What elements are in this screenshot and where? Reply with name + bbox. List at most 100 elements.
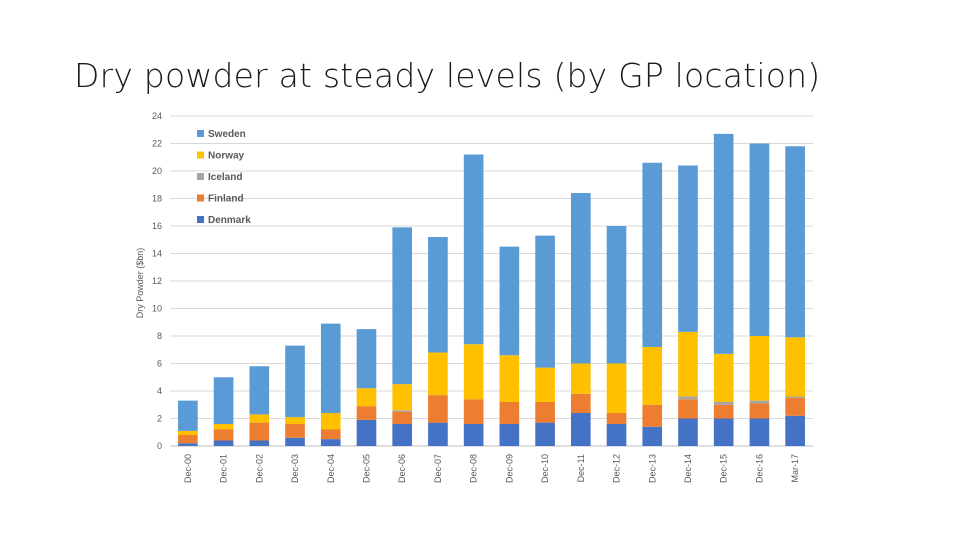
bar-segment-sweden	[785, 146, 805, 338]
bar-segment-iceland	[678, 396, 698, 400]
x-tick-label: Dec-16	[754, 454, 764, 483]
bar-segment-denmark	[535, 422, 555, 446]
x-tick-label: Dec-15	[719, 454, 729, 483]
bar-segment-norway	[249, 414, 270, 423]
legend-swatch	[197, 194, 204, 202]
slide-title: Dry powder at steady levels (by GP locat…	[74, 56, 821, 95]
legend-label: Iceland	[208, 172, 242, 183]
legend: Sweden Norway Iceland Finland Denmark	[197, 129, 251, 226]
bar-segment-finland	[535, 402, 555, 423]
bar-segment-denmark	[749, 418, 770, 446]
bar-segment-sweden	[642, 162, 663, 347]
bar-segment-denmark	[785, 415, 805, 446]
bar-segment-iceland	[749, 400, 770, 404]
y-tick-label: 6	[157, 359, 162, 369]
legend-label: Finland	[208, 194, 244, 205]
bar-segment-sweden	[428, 237, 448, 353]
bar-segment-norway	[285, 417, 305, 424]
x-axis-ticks: Dec-00 Dec-01 Dec-02 Dec-03 Dec-04 Dec-05 Dec-…	[183, 454, 800, 483]
bar-segment-finland	[785, 397, 805, 416]
bar-segment-norway	[749, 336, 770, 401]
bar-segment-norway	[178, 430, 198, 435]
bar-segment-finland	[392, 411, 413, 424]
bar-segment-norway	[678, 331, 698, 397]
bar-segment-sweden	[356, 329, 377, 389]
bar-segment-iceland	[785, 396, 805, 398]
bar-segment-sweden	[178, 400, 198, 431]
x-tick-label: Dec-11	[576, 454, 586, 482]
bar-segment-finland	[499, 402, 520, 424]
legend-label: Denmark	[208, 215, 251, 226]
x-tick-label: Dec-05	[361, 454, 371, 483]
x-tick-label: Dec-10	[540, 454, 550, 483]
bar-segment-sweden	[392, 227, 413, 385]
x-tick-label: Dec-14	[683, 454, 693, 483]
y-tick-label: 4	[157, 386, 162, 396]
gridlines	[170, 115, 813, 447]
bar-segment-sweden	[678, 165, 698, 332]
x-tick-label: Dec-12	[612, 454, 622, 483]
x-tick-label: Dec-06	[397, 454, 407, 483]
x-tick-label: Dec-00	[183, 454, 193, 483]
bar-segment-denmark	[392, 424, 413, 446]
bar-segment-norway	[356, 388, 377, 407]
bar-segment-sweden	[749, 143, 770, 336]
bar-segment-denmark	[678, 418, 698, 446]
bar-segment-denmark	[428, 422, 448, 446]
bar-segment-norway	[463, 344, 484, 400]
legend-swatch	[197, 173, 204, 180]
bar-segment-norway	[570, 363, 591, 394]
bar-segment-denmark	[463, 424, 484, 446]
bar-segment-denmark	[320, 439, 341, 446]
bar-segment-sweden	[570, 193, 591, 364]
y-tick-label: 20	[152, 166, 162, 176]
bar-segment-finland	[178, 435, 198, 444]
y-tick-label: 10	[152, 304, 162, 314]
y-tick-label: 16	[152, 221, 162, 231]
bar-segment-denmark	[178, 443, 198, 446]
bar-segment-norway	[392, 384, 413, 411]
bar-segment-denmark	[570, 413, 591, 446]
bar-segment-norway	[713, 353, 734, 402]
legend-label: Norway	[208, 151, 245, 162]
y-axis-title: Dry Powder ($bn)	[135, 248, 145, 319]
bar-segment-norway	[499, 355, 520, 402]
bar-segment-finland	[570, 393, 591, 413]
bar-segment-norway	[213, 424, 234, 430]
y-tick-label: 8	[157, 331, 162, 341]
bar-segment-norway	[606, 363, 627, 413]
bar-segment-finland	[678, 399, 698, 419]
legend-swatch	[197, 151, 204, 159]
y-tick-label: 14	[152, 249, 162, 259]
bar-segment-sweden	[285, 345, 305, 418]
x-tick-label: Dec-01	[219, 454, 229, 483]
bar-segment-finland	[249, 422, 270, 441]
legend-swatch	[197, 216, 204, 223]
x-tick-label: Dec-08	[469, 454, 479, 483]
bar-segment-finland	[749, 403, 770, 419]
bar-segment-finland	[606, 413, 627, 424]
bars	[178, 133, 805, 446]
bar-segment-denmark	[285, 437, 305, 446]
bar-segment-finland	[713, 404, 734, 419]
x-tick-label: Dec-04	[326, 454, 336, 483]
bar-segment-finland	[356, 406, 377, 420]
bar-segment-sweden	[535, 235, 555, 368]
x-tick-label: Dec-09	[504, 454, 514, 483]
bar-segment-sweden	[249, 366, 270, 415]
bar-segment-sweden	[713, 133, 734, 354]
x-tick-label: Dec-13	[647, 454, 657, 483]
bar-segment-denmark	[606, 424, 627, 446]
y-tick-label: 22	[152, 139, 162, 149]
bar-segment-denmark	[713, 418, 734, 446]
bar-segment-norway	[428, 352, 448, 396]
bar-segment-denmark	[249, 440, 270, 446]
x-tick-label: Dec-07	[433, 454, 443, 483]
bar-segment-sweden	[606, 226, 627, 364]
bar-segment-finland	[642, 404, 663, 427]
y-tick-label: 18	[152, 194, 162, 204]
bar-segment-finland	[428, 395, 448, 423]
legend-label: Sweden	[208, 129, 246, 140]
